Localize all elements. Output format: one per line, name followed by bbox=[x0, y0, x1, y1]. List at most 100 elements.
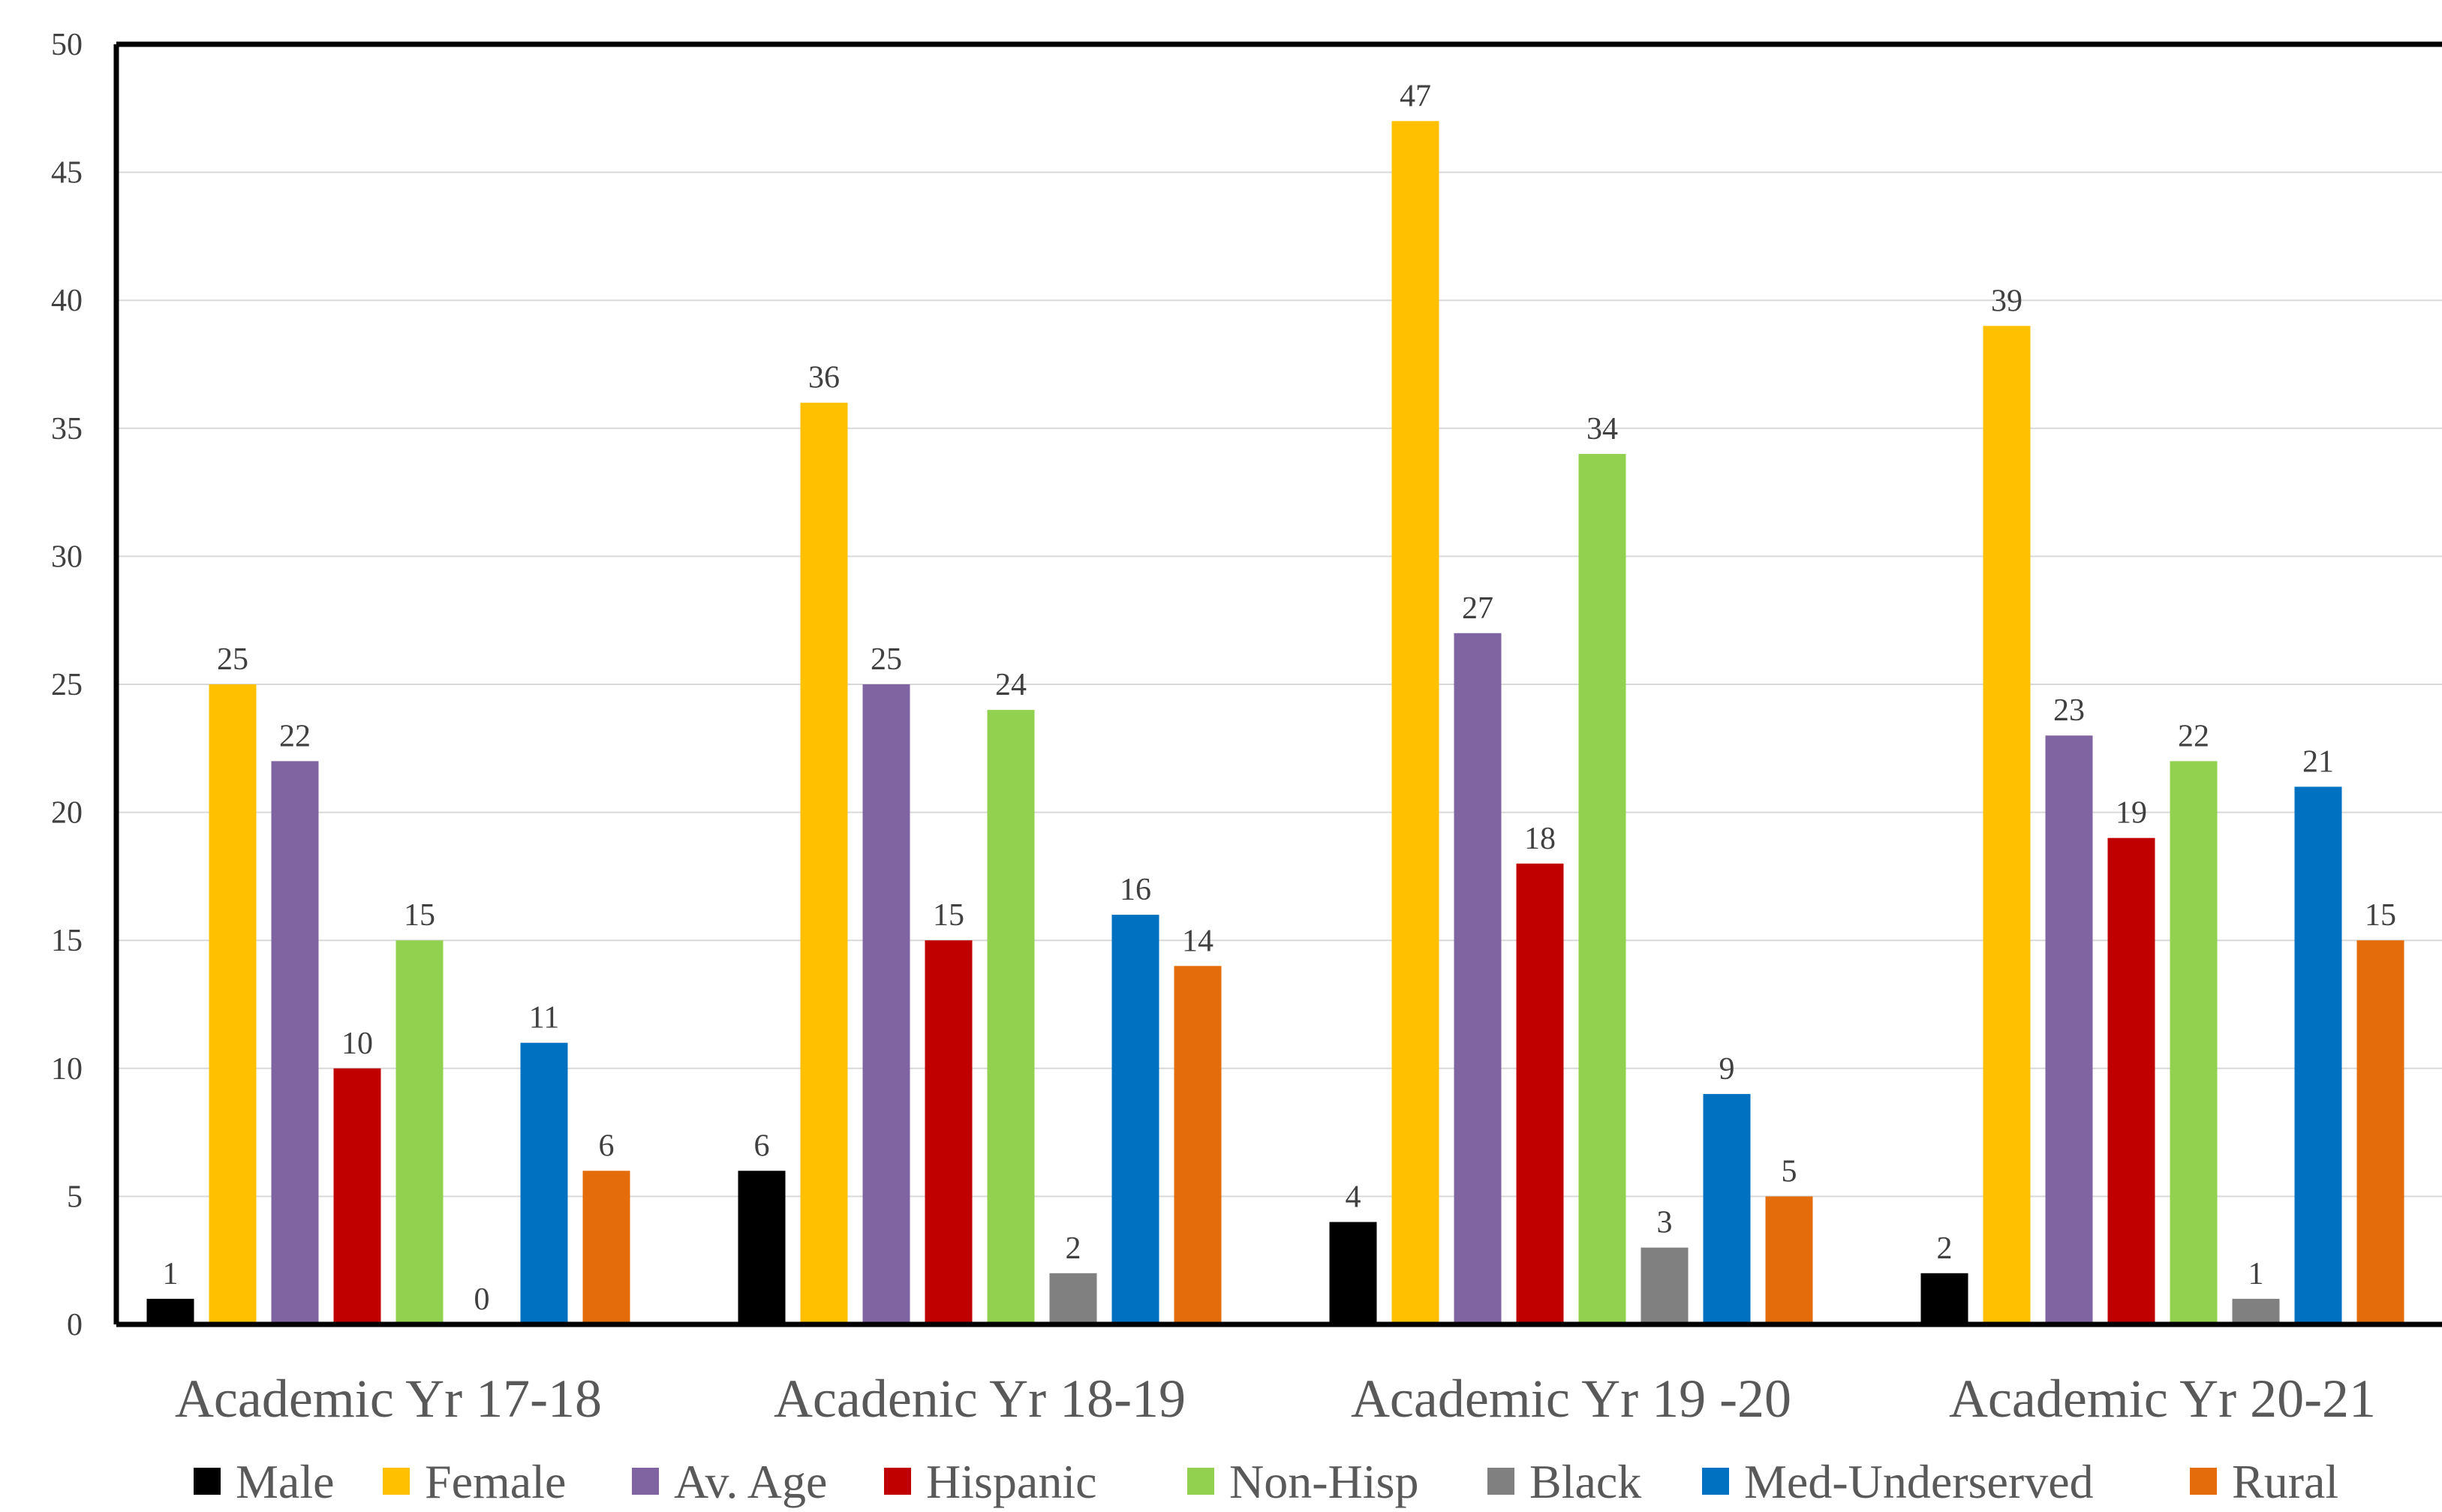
data-label: 22 bbox=[279, 719, 311, 753]
data-label: 47 bbox=[1400, 79, 1431, 113]
data-label: 4 bbox=[1346, 1180, 1361, 1215]
data-label: 24 bbox=[995, 668, 1027, 702]
y-tick-label: 20 bbox=[51, 796, 83, 831]
bar-hispanic bbox=[2107, 837, 2155, 1324]
bar-med-underserved bbox=[1703, 1093, 1751, 1324]
legend-label: Med-Underserved bbox=[1744, 1455, 2094, 1508]
legend-swatch bbox=[2190, 1468, 2217, 1495]
data-label: 25 bbox=[217, 642, 248, 677]
y-tick-label: 45 bbox=[51, 156, 83, 191]
bar-av-age bbox=[862, 684, 910, 1324]
bar-av-age bbox=[1454, 633, 1502, 1324]
legend: Male Female Av. Age Hispanic Non-Hisp Black Me… bbox=[194, 1455, 2338, 1508]
data-label: 0 bbox=[474, 1282, 490, 1317]
y-tick-label: 35 bbox=[51, 412, 83, 446]
bar-hispanic bbox=[1516, 863, 1564, 1324]
bar-av-age bbox=[271, 761, 319, 1324]
data-label: 15 bbox=[933, 898, 964, 933]
bar-male bbox=[1920, 1273, 1968, 1324]
data-label: 2 bbox=[1937, 1231, 1953, 1266]
data-label: 6 bbox=[599, 1129, 615, 1163]
bar-med-underserved bbox=[2294, 786, 2342, 1324]
bar-med-underserved bbox=[1111, 915, 1159, 1324]
y-tick-label: 50 bbox=[51, 28, 83, 62]
bar-med-underserved bbox=[520, 1042, 568, 1324]
data-label: 22 bbox=[2178, 719, 2209, 753]
legend-label: Black bbox=[1529, 1455, 1641, 1508]
data-label: 19 bbox=[2116, 796, 2147, 831]
y-tick-label: 10 bbox=[51, 1052, 83, 1087]
bar-av-age bbox=[2045, 735, 2093, 1324]
data-label: 14 bbox=[1182, 924, 1213, 958]
y-tick-label: 15 bbox=[51, 924, 83, 958]
bar-black bbox=[2232, 1298, 2280, 1324]
bar-female bbox=[800, 402, 848, 1325]
bar-non-hisp bbox=[2170, 761, 2218, 1324]
x-category-label: Academic Yr 19 -20 bbox=[1351, 1369, 1791, 1429]
bar-black bbox=[1049, 1273, 1097, 1324]
bar-female bbox=[209, 684, 257, 1324]
data-label: 27 bbox=[1462, 591, 1493, 626]
bar-hispanic bbox=[333, 1068, 381, 1324]
y-tick-label: 0 bbox=[67, 1308, 83, 1342]
x-category-label: Academic Yr 20-21 bbox=[1949, 1369, 2376, 1429]
legend-swatch bbox=[194, 1468, 221, 1495]
data-label: 23 bbox=[2053, 693, 2085, 728]
y-tick-label: 5 bbox=[67, 1180, 83, 1214]
y-tick-label: 40 bbox=[51, 284, 83, 318]
data-label: 15 bbox=[404, 898, 435, 933]
data-label: 39 bbox=[1991, 284, 2022, 318]
x-category-label: Academic Yr 17-18 bbox=[175, 1369, 602, 1429]
legend-label: Av. Age bbox=[674, 1455, 827, 1508]
gridlines bbox=[116, 171, 2442, 1198]
legend-swatch bbox=[383, 1468, 410, 1495]
data-label: 1 bbox=[2248, 1257, 2264, 1291]
x-category-label: Acadenic Yr 18-19 bbox=[774, 1369, 1186, 1429]
bar-male bbox=[146, 1298, 194, 1324]
data-label: 36 bbox=[808, 361, 840, 395]
legend-swatch bbox=[1187, 1468, 1214, 1495]
bar-female bbox=[1391, 121, 1439, 1325]
data-label: 5 bbox=[1782, 1154, 1797, 1189]
data-label: 10 bbox=[341, 1027, 373, 1061]
legend-label: Male bbox=[236, 1455, 335, 1508]
legend-label: Hispanic bbox=[926, 1455, 1097, 1508]
legend-label: Rural bbox=[2232, 1455, 2338, 1508]
y-tick-label: 25 bbox=[51, 668, 83, 702]
bar-hispanic bbox=[925, 940, 973, 1324]
y-tick-label: 30 bbox=[51, 540, 83, 574]
legend-swatch bbox=[1702, 1468, 1729, 1495]
bar-rural bbox=[1765, 1196, 1813, 1324]
bar-rural bbox=[2356, 940, 2404, 1324]
data-label: 11 bbox=[529, 1001, 559, 1036]
bar-black bbox=[1641, 1247, 1689, 1324]
bar-non-hisp bbox=[395, 940, 444, 1324]
data-label: 18 bbox=[1524, 822, 1556, 856]
legend-label: Female bbox=[425, 1455, 566, 1508]
data-label: 2 bbox=[1066, 1231, 1081, 1266]
legend-swatch bbox=[632, 1468, 659, 1495]
bar-non-hisp bbox=[987, 710, 1035, 1324]
legend-swatch bbox=[884, 1468, 911, 1495]
bar-male bbox=[738, 1171, 786, 1324]
legend-swatch bbox=[1487, 1468, 1514, 1495]
data-label: 25 bbox=[871, 642, 902, 677]
bar-female bbox=[1983, 326, 2031, 1324]
data-label: 15 bbox=[2365, 898, 2396, 933]
bar-rural bbox=[582, 1171, 630, 1324]
data-label: 9 bbox=[1719, 1052, 1735, 1087]
bar-male bbox=[1329, 1222, 1377, 1324]
data-label: 6 bbox=[754, 1129, 770, 1163]
bars bbox=[146, 121, 2404, 1325]
data-label: 1 bbox=[163, 1257, 179, 1291]
data-label: 3 bbox=[1657, 1206, 1673, 1240]
bar-non-hisp bbox=[1578, 453, 1626, 1325]
legend-label: Non-Hisp bbox=[1229, 1455, 1418, 1508]
data-label: 16 bbox=[1120, 873, 1151, 907]
data-label: 34 bbox=[1586, 412, 1618, 446]
bar-rural bbox=[1174, 966, 1222, 1324]
